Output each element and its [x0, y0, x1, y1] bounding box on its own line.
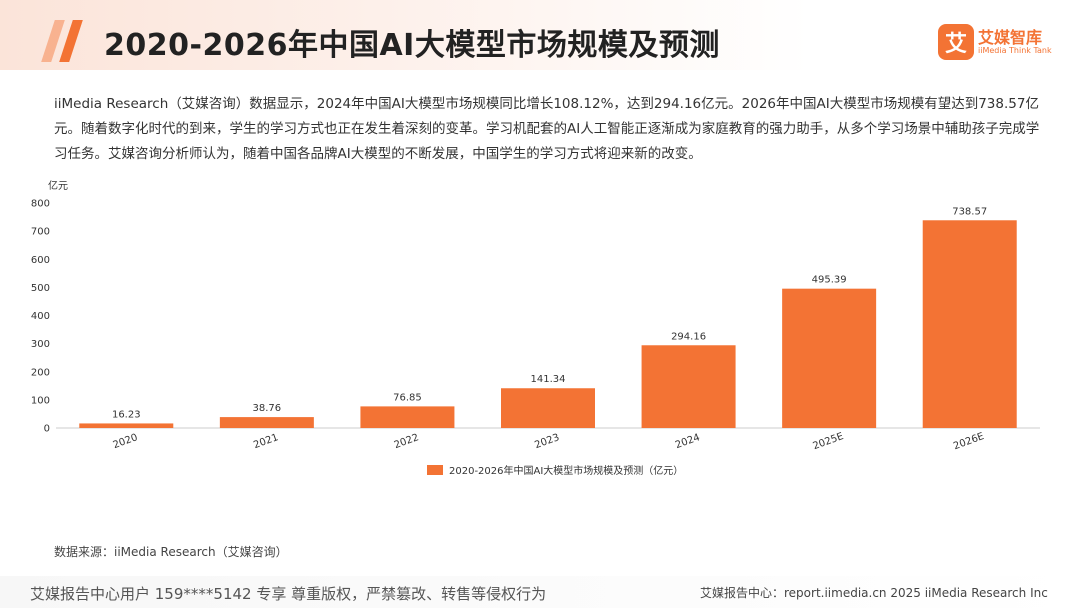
- x-tick-label: 2022: [393, 432, 421, 451]
- y-tick-label: 400: [31, 311, 50, 322]
- logo-name: 艾媒智库: [978, 28, 1043, 47]
- y-tick-label: 700: [31, 227, 50, 238]
- x-tick-label: 2024: [674, 432, 702, 451]
- bar: [922, 220, 1017, 428]
- legend-label: 2020-2026年中国AI大模型市场规模及预测（亿元）: [449, 464, 683, 477]
- footer-band: [0, 576, 1080, 608]
- bar: [641, 345, 736, 428]
- bar: [360, 406, 455, 428]
- description-text: iiMedia Research（艾媒咨询）数据显示，2024年中国AI大模型市…: [54, 96, 1040, 162]
- bar-value-label: 141.34: [531, 374, 566, 385]
- y-tick-label: 100: [31, 395, 50, 406]
- bar-value-label: 16.23: [112, 409, 141, 420]
- y-tick-label: 300: [31, 339, 50, 350]
- page-title: 2020-2026年中国AI大模型市场规模及预测: [104, 28, 720, 63]
- y-tick-label: 800: [31, 199, 50, 210]
- x-tick-label: 2020: [112, 432, 140, 451]
- bar: [219, 417, 314, 428]
- x-tick-label: 2025E: [811, 431, 845, 452]
- bar: [79, 423, 174, 428]
- x-tick-label: 2021: [252, 432, 280, 451]
- bar: [501, 388, 595, 428]
- bar-value-label: 76.85: [393, 392, 422, 403]
- x-tick-label: 2023: [533, 432, 561, 451]
- y-axis-unit: 亿元: [48, 179, 68, 192]
- copyright-notice: 艾媒报告中心用户 159****5142 专享 尊重版权，严禁篡改、转售等侵权行…: [30, 585, 547, 603]
- bar-value-label: 495.39: [812, 275, 847, 286]
- bar-chart: 亿元 0 100 200 300 400 500 600 700 800 16.23 2020 38.7…: [31, 179, 1040, 477]
- legend-swatch: [427, 465, 443, 475]
- header-band: [0, 0, 1080, 70]
- data-source: 数据来源：iiMedia Research（艾媒咨询）: [54, 545, 288, 559]
- y-tick-label: 500: [31, 283, 50, 294]
- brand-logo: 艾 艾媒智库 iiMedia Think Tank: [938, 24, 1062, 64]
- bar-value-label: 294.16: [671, 331, 706, 342]
- y-tick-label: 0: [44, 424, 50, 435]
- report-center-info: 艾媒报告中心：report.iimedia.cn 2025 iiMedia Re…: [700, 586, 1048, 600]
- bar-value-label: 38.76: [253, 403, 282, 414]
- y-tick-label: 600: [31, 255, 50, 266]
- bar-value-label: 738.57: [952, 206, 987, 217]
- y-tick-label: 200: [31, 367, 50, 378]
- bar: [782, 288, 877, 428]
- x-tick-label: 2026E: [952, 431, 986, 452]
- logo-icon: 艾: [938, 24, 974, 60]
- logo-subtitle: iiMedia Think Tank: [978, 46, 1052, 55]
